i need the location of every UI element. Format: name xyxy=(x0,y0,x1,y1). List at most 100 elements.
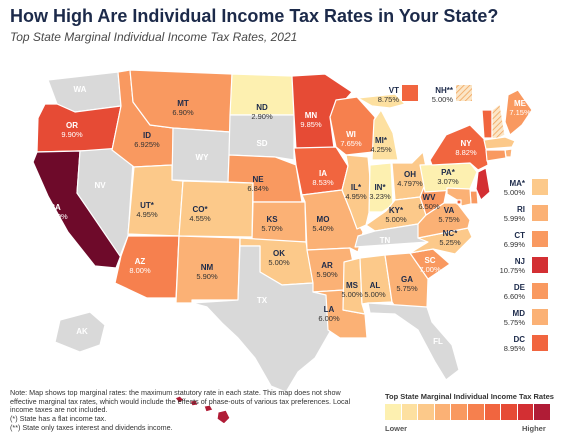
sidebar-abbr-de: DE xyxy=(514,283,526,292)
sidebar-swatch-ma xyxy=(532,179,548,195)
state-rate-nm: 5.90% xyxy=(196,272,218,281)
sidebar-abbr-ma: MA* xyxy=(509,179,525,188)
sidebar-abbr-nj: NJ xyxy=(515,257,525,266)
legend-swatch-7 xyxy=(484,404,501,420)
sidebar-rate-ct: 6.99% xyxy=(504,240,526,249)
state-shape-ma xyxy=(483,136,516,150)
state-abbr-pa: PA* xyxy=(441,168,456,177)
state-rate-ca: 13.30% xyxy=(42,212,68,221)
state-shape-fl xyxy=(367,302,460,381)
state-abbr-sc: SC xyxy=(424,256,435,265)
sidebar-abbr-ct: CT xyxy=(514,231,525,240)
state-abbr-al: AL xyxy=(370,281,381,290)
callout-rate-nh: 5.00% xyxy=(432,95,454,104)
state-shape-ks xyxy=(251,201,307,243)
state-abbr-wi: WI xyxy=(346,130,356,139)
state-rate-mo: 5.40% xyxy=(312,224,334,233)
state-shape-tx xyxy=(191,245,332,393)
state-shape-dc xyxy=(456,199,462,205)
state-rate-ga: 5.75% xyxy=(396,284,418,293)
state-shape-ms xyxy=(342,257,366,315)
state-rate-co: 4.55% xyxy=(189,214,211,223)
state-rate-il: 4.95% xyxy=(345,192,367,201)
state-abbr-az: AZ xyxy=(135,257,146,266)
state-abbr-co: CO* xyxy=(192,205,208,214)
note-flat-tax: (*) State has a flat income tax. xyxy=(10,413,107,423)
state-abbr-hi: HI xyxy=(189,419,197,428)
state-shape-mn xyxy=(291,73,353,150)
state-rate-al: 5.00% xyxy=(364,290,386,299)
sidebar-swatch-nj xyxy=(532,257,548,273)
state-abbr-ne: NE xyxy=(252,175,264,184)
state-abbr-id: ID xyxy=(143,131,151,140)
legend-lower-label: Lower xyxy=(385,424,408,433)
state-rate-pa: 3.07% xyxy=(437,177,459,186)
state-abbr-sd: SD xyxy=(256,139,267,148)
state-abbr-me: ME xyxy=(514,99,527,108)
state-abbr-nd: ND xyxy=(256,103,268,112)
sidebar-swatch-de xyxy=(532,283,548,299)
callout-swatch-vt xyxy=(402,85,418,101)
state-rate-id: 6.925% xyxy=(134,140,160,149)
note-interest-dividends: (**) State only taxes interest and divid… xyxy=(10,422,173,432)
state-rate-oh: 4.797% xyxy=(397,179,423,188)
state-abbr-wy: WY xyxy=(196,153,210,162)
state-abbr-fl: FL xyxy=(433,337,443,346)
legend-swatch-1 xyxy=(385,404,401,420)
state-abbr-ky: KY* xyxy=(389,206,404,215)
sidebar-swatch-dc xyxy=(532,335,548,351)
state-rate-ok: 5.00% xyxy=(268,258,290,267)
sidebar-rate-nj: 10.75% xyxy=(500,266,526,275)
state-abbr-ut: UT* xyxy=(140,201,155,210)
state-abbr-in: IN* xyxy=(374,183,386,192)
sidebar-rate-de: 6.60% xyxy=(504,292,526,301)
state-rate-in: 3.23% xyxy=(369,192,391,201)
state-shape-co xyxy=(178,180,254,238)
state-rate-or: 9.90% xyxy=(61,130,83,139)
state-abbr-nm: NM xyxy=(201,263,214,272)
note-main: Note: Map shows top marginal rates: the … xyxy=(10,388,351,415)
state-abbr-il: IL* xyxy=(351,183,362,192)
state-rate-la: 6.00% xyxy=(318,314,340,323)
state-rate-ny: 8.82% xyxy=(455,148,477,157)
sidebar-abbr-md: MD xyxy=(513,309,526,318)
state-shape-sd xyxy=(228,114,295,161)
state-rate-ky: 5.00% xyxy=(385,215,407,224)
legend-swatch-9 xyxy=(517,404,534,420)
legend-higher-label: Higher xyxy=(522,424,546,433)
state-rate-ne: 6.84% xyxy=(247,184,269,193)
state-abbr-wa: WA xyxy=(74,85,87,94)
state-rate-mt: 6.90% xyxy=(172,108,194,117)
legend-swatch-3 xyxy=(418,404,434,420)
state-rate-wi: 7.65% xyxy=(340,139,362,148)
state-shape-mi xyxy=(357,93,406,161)
state-abbr-ga: GA xyxy=(401,275,413,284)
callout-abbr-vt: VT xyxy=(389,86,399,95)
sidebar-swatch-ri xyxy=(532,205,548,221)
legend-color-scale xyxy=(385,404,550,420)
legend-swatch-4 xyxy=(434,404,451,420)
state-rate-nd: 2.90% xyxy=(251,112,273,121)
sidebar-rate-md: 5.75% xyxy=(504,318,526,327)
state-abbr-ks: KS xyxy=(266,215,278,224)
state-abbr-mi: MI* xyxy=(375,136,388,145)
state-abbr-mn: MN xyxy=(305,111,318,120)
state-shape-nj xyxy=(475,167,491,201)
state-abbr-mo: MO xyxy=(317,215,330,224)
state-abbr-or: OR xyxy=(66,121,78,130)
state-rate-ut: 4.95% xyxy=(136,210,158,219)
legend-swatch-2 xyxy=(401,404,418,420)
state-rate-sc: 7.00% xyxy=(419,265,441,274)
callout-swatch-nh xyxy=(456,85,472,101)
state-abbr-mt: MT xyxy=(177,99,189,108)
state-abbr-ms: MS xyxy=(346,281,359,290)
sidebar-rate-ri: 5.99% xyxy=(504,214,526,223)
sidebar-abbr-dc: DC xyxy=(513,335,525,344)
state-shape-ak xyxy=(54,311,106,353)
state-shape-me xyxy=(504,89,533,136)
state-rate-ks: 5.70% xyxy=(261,224,283,233)
state-shape-ny xyxy=(429,124,489,171)
state-rate-ar: 5.90% xyxy=(316,270,338,279)
state-shape-ct xyxy=(485,149,507,162)
